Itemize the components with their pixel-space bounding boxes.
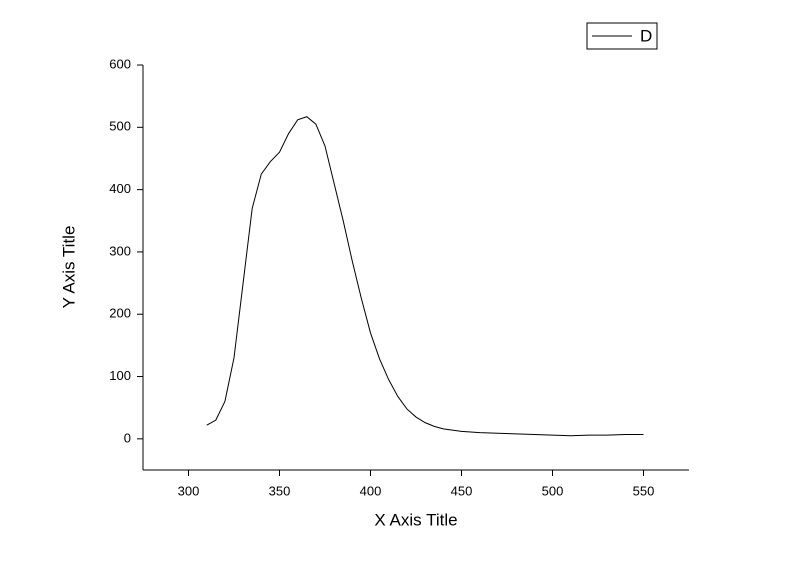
y-tick-label: 200 [109,306,131,321]
y-tick-label: 0 [124,430,131,445]
y-tick-label: 600 [109,56,131,71]
x-tick-label: 300 [178,483,200,498]
y-tick-label: 400 [109,181,131,196]
x-axis-title: X Axis Title [374,510,457,529]
x-tick-label: 350 [269,483,291,498]
x-tick-label: 500 [542,483,564,498]
y-tick-label: 300 [109,243,131,258]
x-tick-label: 450 [451,483,473,498]
y-axis-title: Y Axis Title [59,226,78,309]
x-tick-label: 550 [633,483,655,498]
data-line [206,116,644,437]
x-tick-label: 400 [360,483,382,498]
legend-label: D [640,26,652,45]
y-tick-label: 100 [109,368,131,383]
y-tick-label: 500 [109,119,131,134]
plot-area [143,65,689,470]
